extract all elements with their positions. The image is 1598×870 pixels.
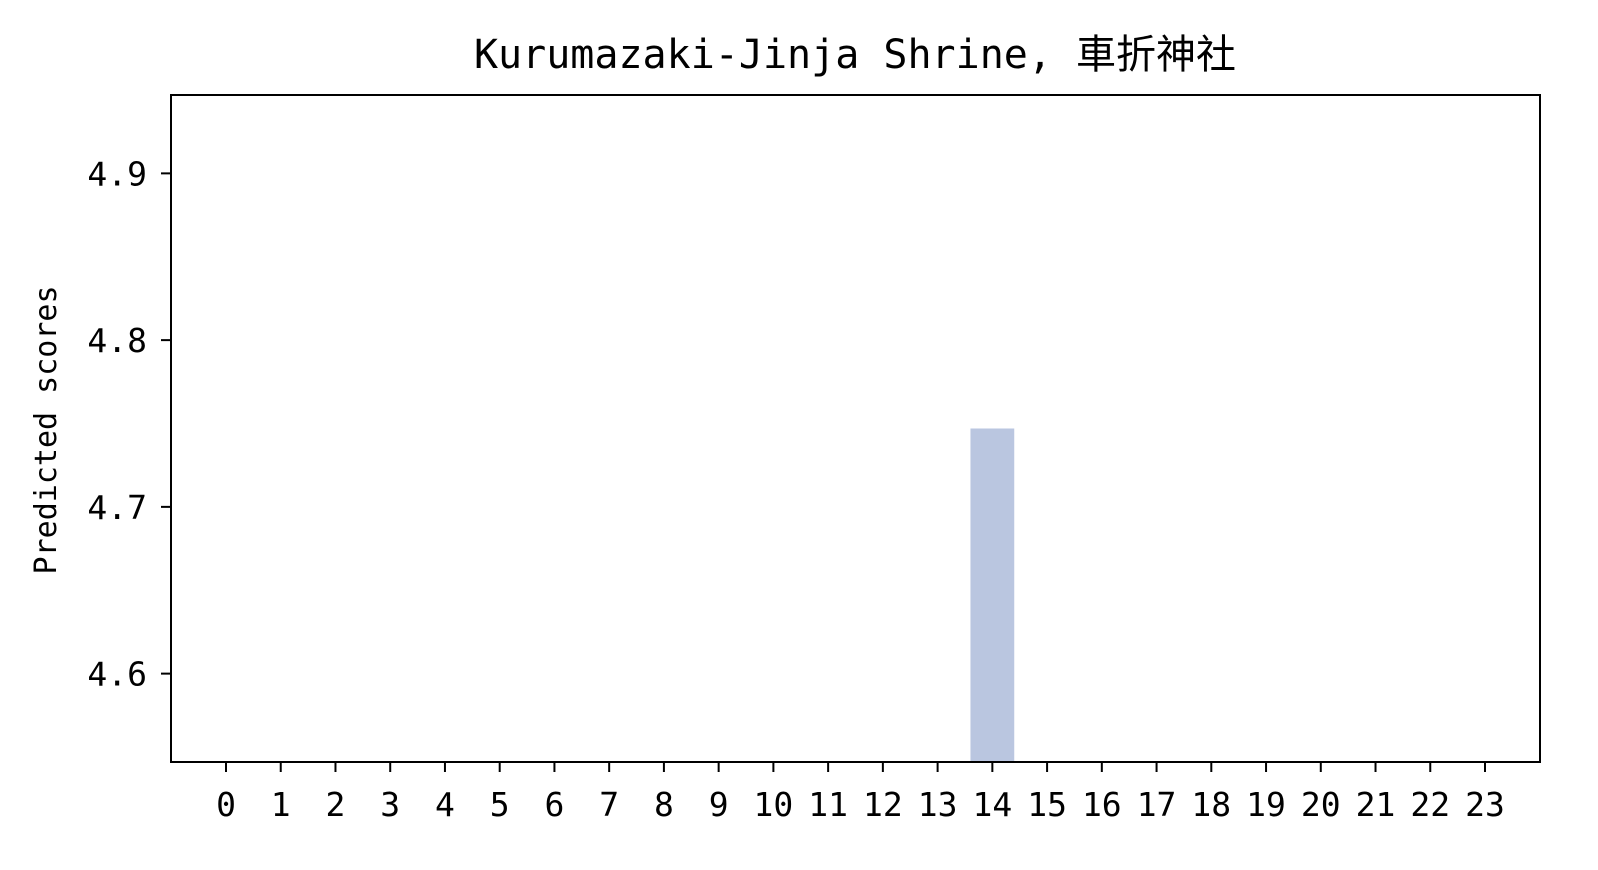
chart-title: Kurumazaki-Jinja Shrine, 車折神社 [474,32,1236,78]
x-tick-label-13: 13 [918,785,958,824]
x-tick-label-21: 21 [1356,785,1396,824]
bar-14 [970,428,1015,762]
x-tick-label-14: 14 [972,785,1012,824]
x-tick-label-15: 15 [1027,785,1067,824]
x-tick-label-22: 22 [1410,785,1450,824]
plot-frame [170,94,1541,763]
y-tick-label-4.8: 4.8 [87,321,147,360]
x-tick-label-12: 12 [863,785,903,824]
y-axis: 4.6 4.7 4.8 4.9 [87,154,171,694]
x-tick-label-1: 1 [271,785,291,824]
x-tick-label-11: 11 [808,785,848,824]
x-tick-label-18: 18 [1191,785,1231,824]
x-axis: 0 1 2 3 4 5 6 7 8 9 10 11 12 13 14 15 16 17 18 19 20 21 22 23 [216,762,1505,824]
x-tick-label-9: 9 [709,785,729,824]
x-tick-label-20: 20 [1301,785,1341,824]
x-tick-label-6: 6 [544,785,564,824]
y-tick-label-4.9: 4.9 [87,154,147,193]
x-tick-label-4: 4 [435,785,455,824]
x-tick-label-3: 3 [380,785,400,824]
y-tick-label-4.6: 4.6 [87,655,147,694]
x-tick-label-8: 8 [654,785,674,824]
x-tick-label-5: 5 [490,785,510,824]
x-tick-label-2: 2 [326,785,346,824]
bars-group [970,428,1015,762]
x-tick-label-17: 17 [1137,785,1177,824]
x-tick-label-23: 23 [1465,785,1505,824]
y-tick-label-4.7: 4.7 [87,488,147,527]
x-tick-label-7: 7 [599,785,619,824]
x-tick-label-10: 10 [754,785,794,824]
y-axis-label: Predicted scores [29,286,64,575]
x-tick-label-16: 16 [1082,785,1122,824]
x-tick-label-0: 0 [216,785,236,824]
x-tick-label-19: 19 [1246,785,1286,824]
